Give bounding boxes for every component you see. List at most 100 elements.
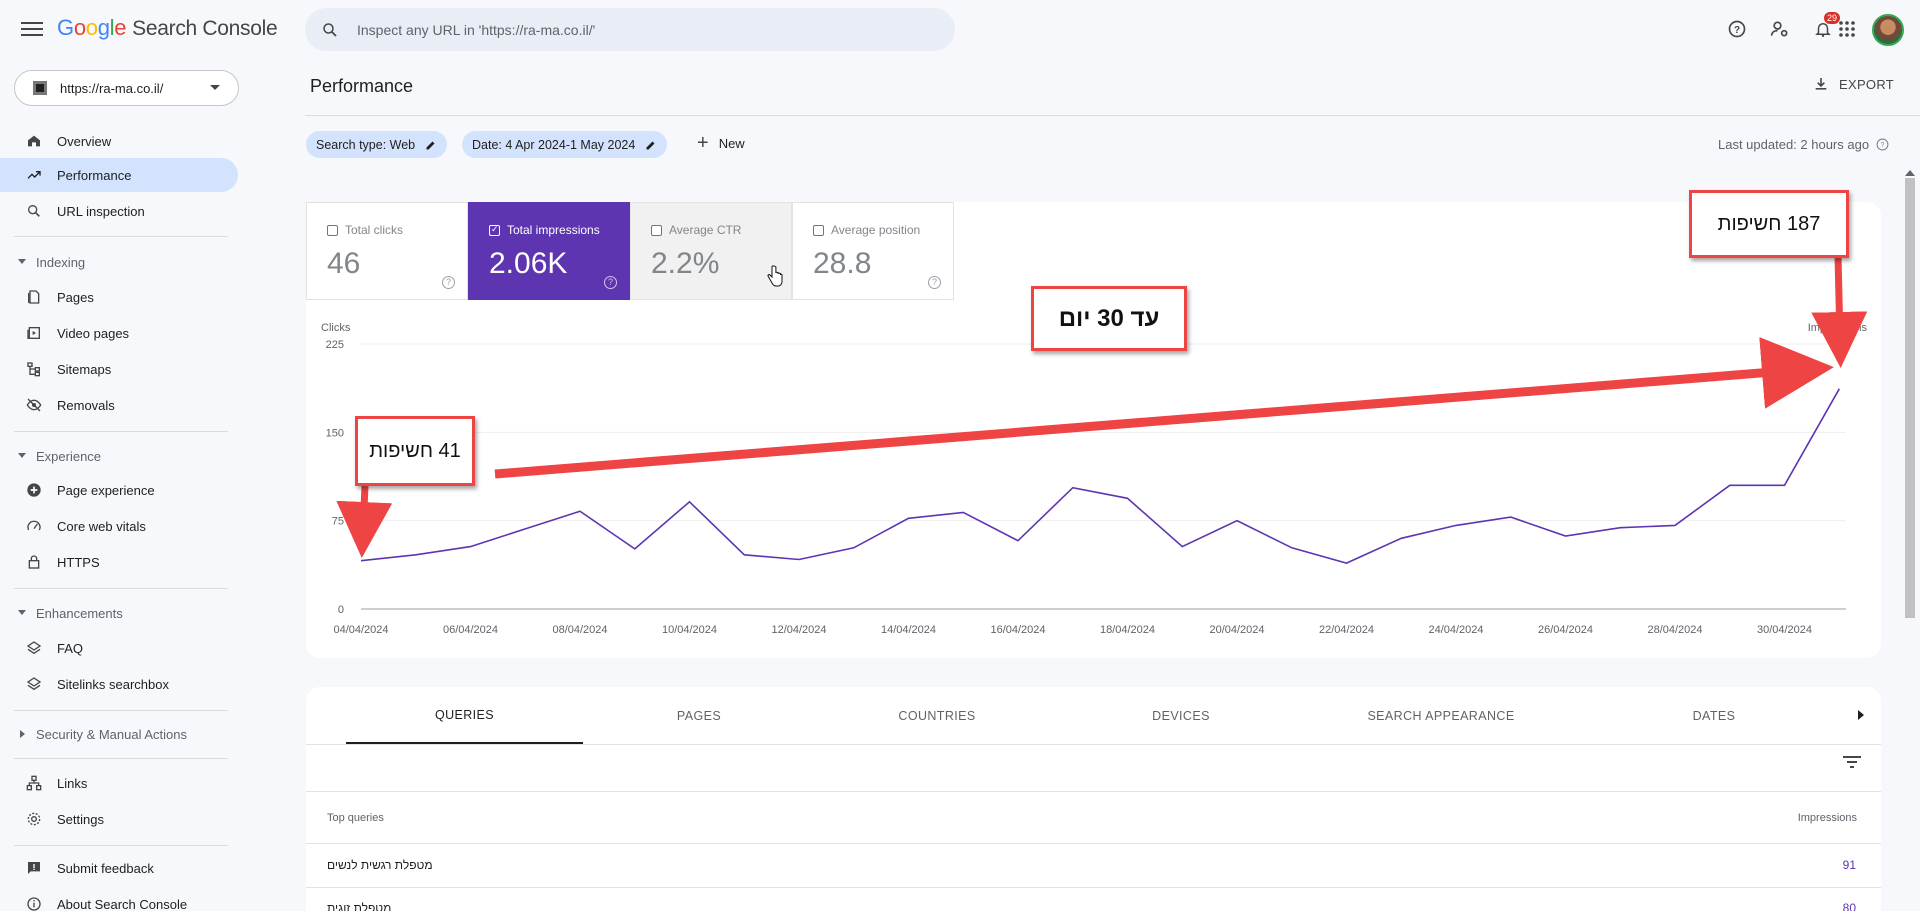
links-icon [25, 774, 43, 792]
plus-icon: + [697, 132, 709, 154]
x-tick-label: 20/04/2024 [1209, 624, 1264, 636]
search-icon [323, 22, 337, 37]
logo-letter: l [109, 15, 115, 40]
section-security[interactable]: Security & Manual Actions [0, 721, 238, 747]
logo-letter: g [97, 15, 110, 40]
sidebar-item-performance[interactable]: Performance [0, 158, 238, 192]
column-header-query[interactable]: Top queries [327, 812, 384, 824]
sidebar-item-https[interactable]: HTTPS [0, 545, 238, 579]
metric-total-clicks[interactable]: Total clicks 46 ? [306, 202, 468, 300]
annotation-left: 41 חשיפות [355, 416, 475, 486]
checkbox[interactable] [489, 224, 500, 236]
chevron-down-icon [18, 259, 26, 264]
metric-label: Average CTR [669, 223, 742, 237]
x-tick-label: 28/04/2024 [1647, 624, 1702, 636]
tab-dates[interactable]: DATES [1692, 708, 1736, 723]
export-button[interactable]: EXPORT [1813, 76, 1894, 92]
column-header-impressions[interactable]: Impressions [1797, 812, 1857, 824]
new-filter-button[interactable]: + New [697, 132, 745, 154]
sidebar-item-submit-feedback[interactable]: Submit feedback [0, 851, 238, 885]
divider [14, 710, 228, 711]
impressions-series-line [360, 388, 1840, 564]
tab-pages[interactable]: PAGES [676, 708, 722, 723]
caret-down-icon [210, 85, 220, 90]
speed-icon [25, 517, 43, 535]
svg-text:?: ? [1880, 142, 1884, 149]
checkbox[interactable] [813, 225, 824, 236]
tab-countries[interactable]: COUNTRIES [898, 708, 976, 723]
sidebar-item-sitemaps[interactable]: Sitemaps [0, 352, 238, 386]
checkbox[interactable] [327, 225, 338, 236]
divider [14, 588, 228, 589]
metric-value: 46 [327, 247, 361, 280]
chevron-down-icon [18, 453, 26, 458]
tabs-scroll-right-icon[interactable] [1858, 710, 1864, 720]
section-label: Experience [36, 448, 102, 464]
product-name: Search Console [132, 17, 278, 40]
section-indexing[interactable]: Indexing [0, 249, 238, 275]
edit-icon [646, 141, 655, 149]
last-updated-text: Last updated: 2 hours ago [1718, 137, 1870, 152]
date-filter-chip[interactable]: Date: 4 Apr 2024-1 May 2024 [462, 131, 668, 158]
sidebar-item-core-web-vitals[interactable]: Core web vitals [0, 509, 238, 543]
help-icon[interactable]: ? [1876, 138, 1889, 151]
search-type-filter-chip[interactable]: Search type: Web [306, 131, 448, 158]
checkbox[interactable] [651, 225, 662, 236]
search-console-logo[interactable]: Google Search Console [57, 15, 278, 41]
y-axis-label-left: Clicks [321, 322, 351, 334]
sidebar-item-settings[interactable]: Settings [0, 802, 238, 836]
new-label: New [718, 135, 745, 151]
metric-total-impressions[interactable]: Total impressions 2.06K ? [468, 202, 630, 300]
property-label: https://ra-ma.co.il/ [60, 80, 164, 96]
sidebar-item-video-pages[interactable]: Video pages [0, 316, 238, 350]
metric-value: 28.8 [813, 247, 872, 280]
feedback-icon [25, 859, 43, 877]
sidebar-item-pages[interactable]: Pages [0, 280, 238, 314]
apps-icon[interactable] [1834, 16, 1860, 42]
tab-search-appearance[interactable]: SEARCH APPEARANCE [1367, 708, 1515, 723]
x-tick-label: 06/04/2024 [443, 624, 498, 636]
notifications-icon[interactable]: 29 [1810, 12, 1840, 42]
site-favicon-icon [33, 81, 47, 95]
scrollbar-thumb[interactable] [1905, 178, 1915, 618]
sidebar-item-overview[interactable]: Overview [0, 124, 238, 158]
impressions-line-chart: Clicks Impressions 0 75 150 225 04/04/2024 0… [321, 322, 1868, 636]
help-icon[interactable]: ? [1724, 16, 1750, 42]
logo-letter: e [114, 15, 127, 40]
metric-average-position[interactable]: Average position 28.8 ? [792, 202, 954, 300]
x-tick-label: 18/04/2024 [1100, 624, 1155, 636]
property-selector[interactable]: https://ra-ma.co.il/ [14, 70, 239, 106]
sidebar-item-sitelinks-searchbox[interactable]: Sitelinks searchbox [0, 667, 238, 701]
scroll-up-icon[interactable] [1905, 170, 1915, 176]
info-icon [25, 895, 43, 911]
help-icon[interactable]: ? [604, 276, 617, 289]
filter-icon[interactable] [1843, 755, 1861, 769]
sidebar-item-url-inspection[interactable]: URL inspection [0, 194, 238, 228]
menu-icon[interactable] [21, 18, 43, 38]
chevron-right-icon [20, 730, 25, 738]
avatar[interactable] [1872, 14, 1904, 46]
section-enhancements[interactable]: Enhancements [0, 600, 238, 626]
download-icon [1815, 78, 1827, 90]
trending-up-icon [25, 166, 43, 184]
help-icon[interactable]: ? [442, 276, 455, 289]
metric-label: Total impressions [507, 223, 600, 237]
sidebar-item-links[interactable]: Links [0, 766, 238, 800]
metric-average-ctr[interactable]: Average CTR 2.2% [630, 202, 792, 300]
section-experience[interactable]: Experience [0, 443, 238, 469]
sidebar-item-faq[interactable]: FAQ [0, 631, 238, 665]
manage-users-icon[interactable] [1767, 16, 1793, 42]
sidebar-item-page-experience[interactable]: Page experience [0, 473, 238, 507]
url-inspect-input[interactable] [357, 21, 917, 38]
sidebar-item-label: Settings [57, 811, 104, 827]
x-tick-label: 22/04/2024 [1319, 624, 1374, 636]
tab-queries[interactable]: QUERIES [346, 687, 583, 744]
sidebar-item-removals[interactable]: Removals [0, 388, 238, 422]
sidebar-item-label: About Search Console [57, 896, 188, 911]
sidebar-item-label: Sitelinks searchbox [57, 676, 169, 692]
help-icon[interactable]: ? [928, 276, 941, 289]
url-inspect-search[interactable] [305, 8, 955, 51]
sidebar-item-about[interactable]: About Search Console [0, 887, 238, 911]
section-label: Security & Manual Actions [36, 726, 188, 742]
tab-devices[interactable]: DEVICES [1152, 708, 1210, 723]
